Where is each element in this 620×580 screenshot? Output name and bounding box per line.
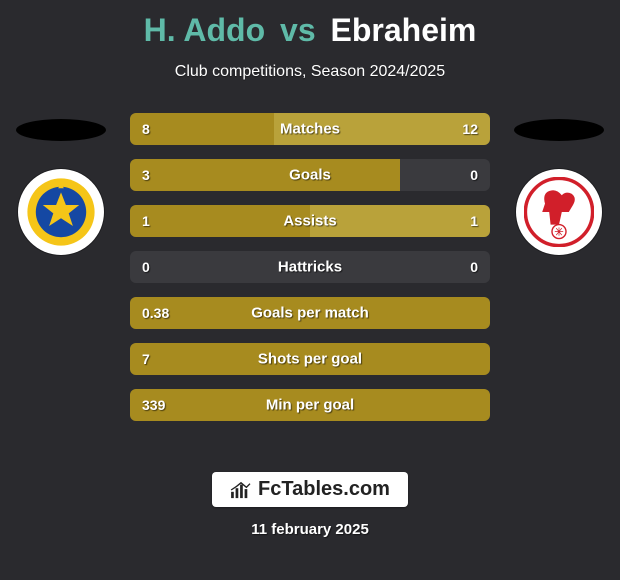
stat-row: 30Goals (130, 159, 490, 191)
team-badge-left (18, 169, 104, 255)
bar-right (310, 205, 490, 237)
footer: FcTables.com 11 february 2025 (0, 472, 620, 538)
stat-value-left: 7 (142, 351, 150, 367)
stat-row: 0.38Goals per match (130, 297, 490, 329)
player2-name: Ebraheim (331, 12, 477, 48)
bar-left (130, 159, 400, 191)
bar-left (130, 297, 490, 329)
brand-badge: FcTables.com (212, 472, 408, 507)
shadow-left (16, 119, 106, 141)
subtitle: Club competitions, Season 2024/2025 (0, 63, 620, 81)
stat-value-right: 0 (470, 167, 478, 183)
stat-value-right: 12 (462, 121, 478, 137)
bar-left (130, 389, 490, 421)
stat-row: 0 0Hattricks (130, 251, 490, 283)
footer-date: 11 february 2025 (251, 521, 369, 538)
stat-row: 11Assists (130, 205, 490, 237)
player1-name: H. Addo (144, 12, 265, 48)
bar-left (130, 113, 274, 145)
stat-value-right: 0 (470, 259, 478, 275)
bar-left (130, 343, 490, 375)
stat-value-left: 0.38 (142, 305, 169, 321)
stat-value-right: 1 (470, 213, 478, 229)
stat-value-left: 0 (142, 259, 150, 275)
stat-row: 812Matches (130, 113, 490, 145)
stat-value-left: 339 (142, 397, 165, 413)
shadow-right (514, 119, 604, 141)
comparison-content: 812Matches30Goals11Assists00Hattricks0.3… (0, 99, 620, 429)
stat-row: 7Shots per goal (130, 343, 490, 375)
stat-value-left: 1 (142, 213, 150, 229)
sakhnin-crest-icon (524, 177, 594, 247)
stat-value-left: 8 (142, 121, 150, 137)
maccabi-crest-icon (26, 177, 96, 247)
bar-right (274, 113, 490, 145)
stat-bars: 812Matches30Goals11Assists00Hattricks0.3… (130, 113, 490, 435)
page-title: H. Addo vs Ebraheim (0, 0, 620, 49)
team-badge-right (516, 169, 602, 255)
stat-row: 339Min per goal (130, 389, 490, 421)
vs-text: vs (280, 12, 316, 48)
bar-left (130, 205, 310, 237)
stat-label: Hattricks (130, 259, 490, 276)
chart-icon (230, 481, 252, 499)
brand-text: FcTables.com (258, 478, 390, 501)
stat-value-left: 3 (142, 167, 150, 183)
